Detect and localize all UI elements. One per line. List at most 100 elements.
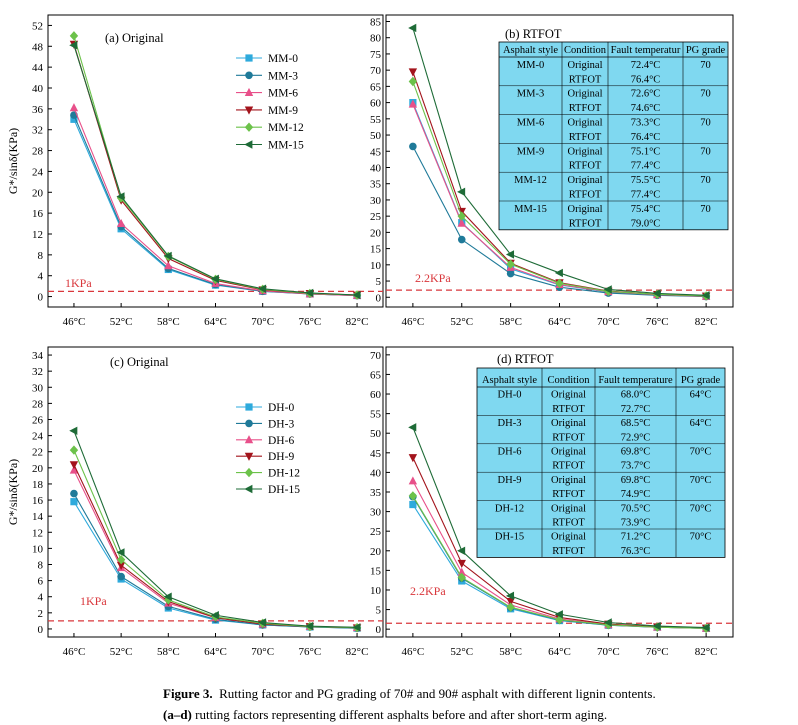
point-mm-15 [210,274,219,284]
point-dh-15 [505,591,515,601]
series-line-mm-6 [73,107,358,297]
legend-marker [244,122,254,132]
point-dh-15 [305,621,314,631]
table-cell-condition: Original [568,175,603,186]
x-tick-label: 70°C [251,646,274,658]
table-cell-temperature: 69.8°C [621,447,651,458]
point-mm-15 [305,288,314,298]
point-dh-12 [116,554,126,565]
y-tick-label: 70 [370,350,382,362]
table-cell-temperature: 75.1°C [631,146,661,157]
x-tick-label: 46°C [63,646,86,658]
point-dh-12 [69,445,79,455]
table-cell-grade: 70°C [690,447,712,458]
y-tick-label: 20 [32,187,44,199]
y-tick-label: 5 [376,605,382,617]
y-tick-label: 12 [32,229,43,241]
panel-title: (b) RTFOT [505,27,562,41]
table-cell-style: MM-6 [517,118,544,129]
x-tick-label: 64°C [204,316,227,328]
y-tick-label: 15 [370,244,382,256]
y-tick-label: 25 [370,526,382,538]
legend-label: MM-0 [268,53,298,65]
table-cell-condition: Original [568,204,603,215]
y-tick-label: 36 [32,104,44,116]
y-tick-label: 40 [370,467,382,479]
table-cell-temperature: 75.4°C [631,204,661,215]
point-mm-15 [457,187,466,197]
y-tick-label: 2 [38,608,44,620]
table-cell-condition: Original [551,503,586,514]
table-cell-temperature: 71.2°C [621,532,651,543]
legend-label: DH-6 [268,435,294,447]
x-tick-label: 76°C [298,646,321,658]
point-mm-6 [69,103,79,112]
point-mm-12 [408,76,418,87]
point-mm-15 [505,250,515,259]
y-tick-label: 40 [32,83,44,95]
point-dh-15 [210,611,219,620]
table-cell-condition: RTFOT [552,518,585,529]
y-axis-label: G*/sinδ(KPa) [6,128,20,194]
table-cell-grade: 70°C [690,503,712,514]
point-dh-9 [116,561,126,571]
x-tick-label: 70°C [251,316,274,328]
legend-marker [244,106,254,115]
point-mm-3 [457,235,466,244]
point-dh-3 [70,489,78,498]
legend-label: DH-0 [268,402,294,414]
caption-line-2: (a–d) rutting factors representing diffe… [163,704,793,725]
y-tick-label: 40 [370,162,382,174]
panel-title: (c) Original [110,355,169,369]
table-cell-grade: 70 [700,204,711,215]
caption-panels: (a–d) [163,707,192,722]
x-tick-label: 58°C [157,316,180,328]
legend-marker [245,403,253,411]
table-cell-grade: 70 [700,118,711,129]
table-cell-temperature: 76.4°C [631,132,661,143]
table-header: Asphalt style [503,45,558,56]
pg-grade-table: Asphalt style Condition Fault temperature P… [476,367,726,558]
x-tick-label: 52°C [110,646,133,658]
table-cell-style: DH-12 [495,503,524,514]
x-tick-label: 82°C [346,646,369,658]
table-cell-condition: Original [551,447,586,458]
y-axis-label: G*/sinδ(KPa) [6,459,20,525]
y-tick-label: 20 [32,463,44,475]
point-mm-15 [408,23,417,33]
table-cell-style: MM-12 [514,175,547,186]
y-tick-label: 26 [32,415,44,427]
x-tick-label: 46°C [63,316,86,328]
y-tick-label: 65 [370,81,382,93]
table-cell-condition: RTFOT [552,546,585,557]
table-header: Fault temperatur [611,45,681,56]
pg-grade-table: Asphalt style Condition Fault temperatur PG… [498,41,729,231]
point-mm-15 [554,268,563,278]
legend-label: MM-15 [268,140,304,152]
y-tick-label: 35 [370,487,382,499]
x-tick-label: 52°C [450,316,473,328]
x-tick-label: 70°C [597,646,620,658]
table-cell-condition: Original [568,146,603,157]
table-cell-temperature: 76.3°C [621,546,651,557]
caption-text-2: rutting factors representing different a… [195,707,608,722]
table-cell-temperature: 72.4°C [631,60,661,71]
point-dh-6 [408,476,418,485]
table-cell-temperature: 72.7°C [621,404,651,415]
point-dh-15 [652,621,661,631]
x-tick-label: 64°C [548,646,571,658]
table-cell-temperature: 70.5°C [621,503,651,514]
x-tick-label: 58°C [157,646,180,658]
y-tick-label: 6 [38,576,44,588]
legend-label: DH-3 [268,418,294,430]
x-tick-label: 58°C [499,316,522,328]
point-mm-6 [116,218,126,227]
caption-label: Figure 3. [163,686,213,701]
table-header: Asphalt style [482,375,537,386]
y-tick-label: 60 [370,98,382,110]
y-tick-label: 10 [370,585,382,597]
y-tick-label: 0 [38,292,44,304]
x-tick-label: 64°C [204,646,227,658]
caption-text-1: Rutting factor and PG grading of 70# and… [219,686,656,701]
y-tick-label: 55 [370,114,382,126]
